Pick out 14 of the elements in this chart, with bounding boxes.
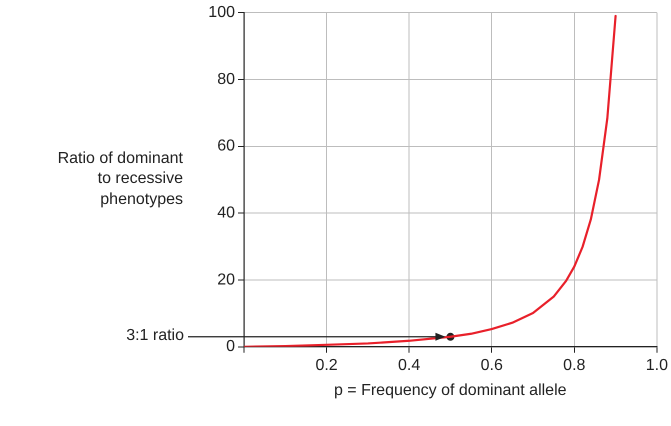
y-tick-label: 20 — [217, 271, 236, 288]
x-axis-title: p = Frequency of dominant allele — [334, 380, 567, 401]
x-tick-label: 0.2 — [315, 356, 338, 374]
x-tick-label: 0.6 — [480, 356, 503, 374]
y-tick-label: 40 — [217, 204, 236, 222]
y-tick-label: 100 — [208, 4, 236, 22]
text: 3:1 ratio — [126, 326, 184, 346]
y-tick-label: 60 — [217, 138, 236, 155]
y-tick-label: 80 — [217, 70, 236, 88]
y-tick-label: 0 — [226, 338, 236, 356]
y-axis-title: Ratio of dominant to recessive phenotypes — [56, 148, 183, 210]
x-tick-label: 1.0 — [646, 356, 668, 374]
x-tick-label: 0.4 — [398, 356, 420, 374]
x-tick-label: 0.8 — [563, 356, 586, 374]
